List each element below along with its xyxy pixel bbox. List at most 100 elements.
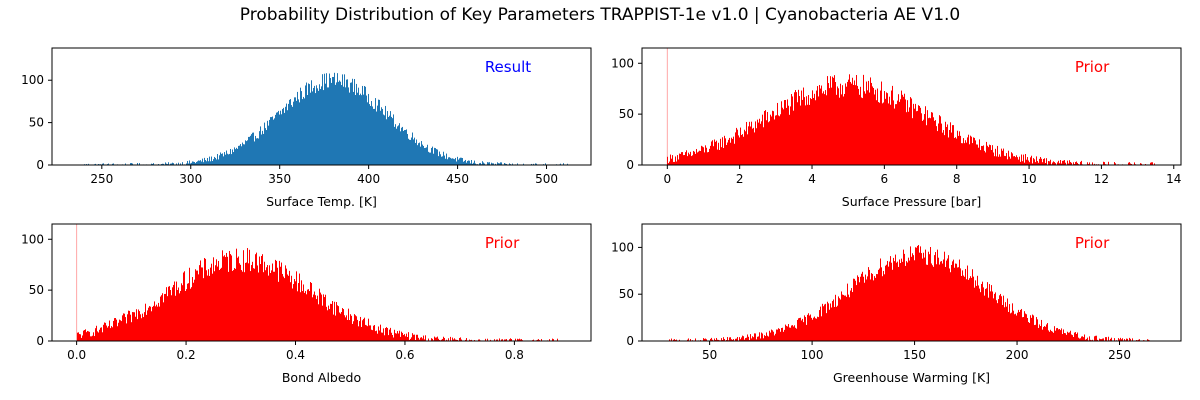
histogram-bar [466,338,467,341]
histogram-bar [787,99,788,165]
histogram-bar [1014,314,1015,341]
histogram-bar [347,319,348,341]
histogram-bar [304,98,305,165]
histogram-bar [926,125,927,165]
histogram-bar [117,326,118,341]
histogram-bar [509,339,510,341]
histogram-bar [193,161,194,165]
histogram-bar [398,333,399,341]
histogram-bar [310,282,311,341]
histogram-bar [927,264,928,341]
histogram-bar [153,305,154,341]
histogram-bar [421,337,422,341]
histogram-bar [976,285,977,341]
histogram-bar [735,132,736,165]
histogram-bar [792,96,793,165]
histogram-bar [228,271,229,341]
histogram-bar [163,163,164,165]
histogram-bar [461,157,462,165]
histogram-bar [365,86,366,165]
x-axis-label: Bond Albedo [282,370,361,385]
histogram-bar [405,129,406,165]
histogram-bar [918,105,919,165]
histogram-bar [103,324,104,341]
histogram-bar [970,135,971,165]
histogram-bar [903,96,904,165]
histogram-bar [214,156,215,165]
histogram-bar [235,268,236,341]
histogram-bar [445,158,446,165]
histogram-bar [178,162,179,165]
histogram-bar [338,81,339,165]
histogram-bar [459,158,460,165]
histogram-bar [236,147,237,165]
histogram-bar [793,110,794,165]
histogram-bar [949,129,950,165]
histogram-bar [863,74,864,165]
histogram-bar [123,313,124,341]
histogram-bar [972,143,973,165]
histogram-bar [757,336,758,341]
histogram-bar [972,269,973,341]
histogram-bar [112,163,113,165]
histogram-bar [865,274,866,341]
histogram-bar [785,324,786,341]
histogram-bar [925,106,926,165]
histogram-bar [882,276,883,341]
histogram-bar [887,260,888,341]
histogram-bar [826,313,827,341]
histogram-bar [867,90,868,165]
histogram-bar [394,126,395,165]
histogram-bar [441,339,442,341]
histogram-bar [848,294,849,341]
histogram-bar [746,121,747,165]
histogram-bar [422,338,423,341]
histogram-bar [724,339,725,341]
histogram-bar [991,285,992,341]
histogram-bar [158,302,159,341]
histogram-bar [993,298,994,341]
histogram-bar [103,163,104,165]
histogram-bar [821,316,822,341]
histogram-bar [78,332,79,341]
histogram-bar [247,248,248,341]
histogram-bar [320,89,321,165]
histogram-bar [773,331,774,341]
histogram-bar [166,163,167,165]
histogram-bar [985,288,986,341]
histogram-bar [196,161,197,165]
histogram-bar [316,85,317,165]
histogram-bar [392,335,393,341]
histogram-bar [432,338,433,341]
histogram-bar [329,309,330,341]
histogram-bar [469,339,470,341]
histogram-bar [732,339,733,341]
histogram-bar [687,156,688,165]
histogram-bar [890,256,891,341]
histogram-bar [1132,338,1133,341]
histogram-bar [669,339,670,341]
histogram-bar [1079,338,1080,341]
histogram-bar [810,314,811,341]
histogram-bar [517,163,518,165]
histogram-bar [270,117,271,165]
histogram-bar [847,283,848,341]
histogram-bar [354,78,355,165]
histogram-bar [712,140,713,165]
histogram-bar [325,83,326,165]
histogram-bar [897,100,898,165]
histogram-bar [294,97,295,165]
histogram-bar [809,315,810,341]
histogram-bar [409,339,410,341]
histogram-bar [261,134,262,165]
histogram-bar [1119,339,1120,341]
histogram-bar [835,294,836,341]
histogram-bar [402,126,403,165]
histogram-bar [305,291,306,341]
histogram-bar [395,124,396,165]
y-tick-label: 50 [619,107,634,121]
histogram-bar [291,105,292,165]
histogram-bar [918,244,919,341]
histogram-bar [364,317,365,341]
histogram-bar [182,285,183,341]
